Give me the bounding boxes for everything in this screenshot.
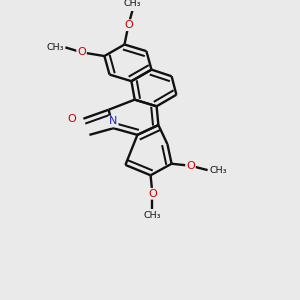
- Text: CH₃: CH₃: [46, 43, 64, 52]
- Text: O: O: [124, 20, 133, 30]
- Text: N: N: [109, 116, 118, 127]
- Text: O: O: [148, 189, 157, 199]
- Text: CH₃: CH₃: [144, 211, 161, 220]
- Text: CH₃: CH₃: [124, 0, 141, 8]
- Text: O: O: [186, 161, 195, 171]
- Text: O: O: [77, 47, 86, 57]
- Text: O: O: [67, 114, 76, 124]
- Text: CH₃: CH₃: [209, 166, 226, 175]
